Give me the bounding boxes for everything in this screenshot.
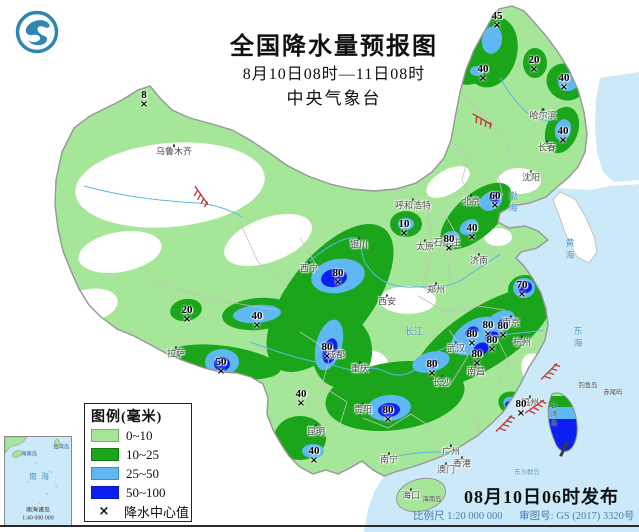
legend-row: 50~100 [91,483,191,502]
legend-label: 0~10 [126,427,153,443]
legend-swatch [91,448,119,461]
sea-japan [595,72,639,182]
legend-row: 10~25 [91,445,191,464]
legend-swatch [91,429,119,442]
legend-label: 25~50 [126,465,160,481]
inset-island-label: 海南岛 [21,451,38,458]
scale-text: 比例尺 1:20 000 000 [413,511,503,522]
inset-map [5,437,60,506]
hainan-island [395,477,447,513]
legend-label: 50~100 [126,484,166,500]
legend-label: 10~25 [126,446,160,462]
rain-center-symbol: × [98,504,110,519]
korea-landmass [552,191,598,264]
approval-text: 审图号: GS (2017) 3320号 [519,511,635,522]
legend-swatch [91,486,119,499]
legend-title: 图例(毫米) [91,410,163,425]
cma-logo [15,10,59,54]
legend-swatch [91,467,119,480]
inset-island-label: 台湾岛 [53,444,70,451]
province-borders [151,91,517,433]
map-title: 全国降水量预报图 [230,34,438,60]
inset-sea-name: 南海 [29,472,53,481]
legend-center-row: × 降水中心值 [91,502,191,521]
inset-caption: 南海诸岛 [26,506,50,514]
taiwan-outline [547,392,578,452]
inset-scale: 1:40 000 000 [22,514,54,522]
legend-row: 25~50 [91,464,191,483]
bottom-border [0,525,639,527]
legend-row: 0~10 [91,426,191,445]
legend-rows: 0~10 10~25 25~50 50~100 [91,426,191,502]
china-border [54,5,588,477]
rivers [83,77,557,457]
issue-time: 08月10日06时发布 [464,487,619,507]
map-scale-line: 比例尺 1:20 000 000 审图号: GS (2017) 3320号 [413,508,639,523]
rain-center-label: 降水中心值 [124,505,190,520]
issuing-agency: 中央气象台 [286,89,382,108]
legend-box: 图例(毫米) 0~10 10~25 25~50 50~100 × 降水中心值 [84,403,192,522]
south-china-sea-inset: 南海 南海诸岛 1:40 000 000 海南岛 台湾岛 [4,436,72,526]
forecast-period: 8月10日08时—11日08时 [242,66,426,83]
